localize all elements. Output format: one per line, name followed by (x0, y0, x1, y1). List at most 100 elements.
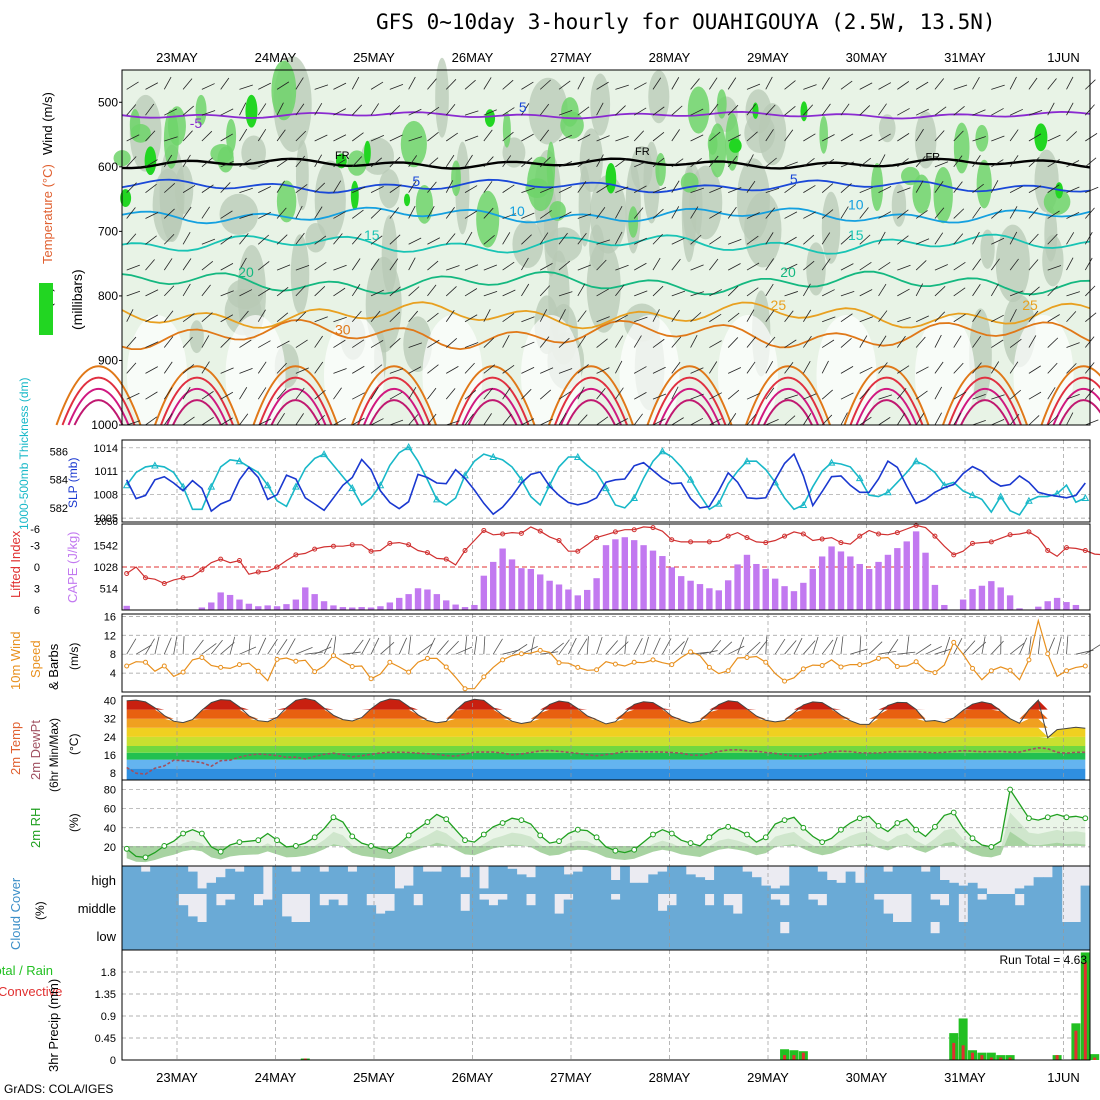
wind-barb-10m (859, 636, 862, 655)
cloud-cover-bar (441, 866, 452, 894)
cloud-cover-bar (761, 922, 771, 950)
thickness-marker (630, 493, 639, 501)
cloud-cover-bar (479, 899, 489, 922)
cloud-cover-bar (723, 922, 734, 950)
wind-barb (370, 134, 385, 142)
cloud-cover-bar (262, 899, 273, 922)
date-label-top: 31MAY (944, 50, 986, 65)
cloud-cover-bar (394, 922, 405, 950)
wind-barb (126, 233, 137, 245)
wind-barb (446, 132, 458, 142)
wind-barb (633, 130, 645, 142)
wind-barb (521, 157, 533, 168)
cloud-cover-bar (244, 922, 254, 950)
wind-barb (239, 158, 252, 168)
wind-barb (164, 285, 175, 297)
wind-barb (408, 310, 419, 322)
wind-barb (220, 108, 234, 116)
wind-barb (445, 233, 456, 245)
wind-barb (1085, 312, 1097, 323)
wind-barb (1066, 257, 1074, 271)
cape-bar (941, 604, 948, 610)
rh-shade (435, 57, 449, 138)
wind-speed-marker (180, 669, 186, 675)
wind-barb (295, 367, 309, 374)
wind-barb (408, 136, 423, 142)
wind-barb (201, 261, 214, 271)
cloud-cover-bar (873, 922, 884, 950)
wind-barb (671, 290, 686, 297)
cloud-cover-bar (892, 866, 903, 894)
wind-speed-marker (782, 678, 788, 684)
wind-speed-marker (255, 668, 261, 674)
wind-barb (389, 156, 401, 168)
cloud-cover-bar (949, 882, 959, 894)
wind-barb (502, 289, 516, 297)
wind-barb (765, 187, 780, 194)
rh-marker (386, 847, 393, 854)
wind-barb (840, 206, 849, 219)
cloud-cover-bar (798, 894, 809, 922)
wind-barb (220, 367, 234, 374)
isotherm-label: FR (635, 146, 650, 158)
wind-barb (558, 368, 573, 374)
rh-shade-high (400, 120, 427, 168)
wind-barb-10m (436, 640, 449, 655)
wind-barb (464, 110, 479, 116)
cape-bar (217, 592, 224, 610)
wind-barb (915, 108, 929, 116)
wind-barb (671, 417, 684, 426)
wind-barb (408, 414, 419, 426)
wind-barb (634, 392, 647, 400)
wind-barb (1066, 363, 1077, 374)
wind-barb (633, 262, 647, 271)
wind-barb (840, 412, 848, 426)
cloud-cover-bar (385, 922, 395, 950)
wind-barb (220, 290, 234, 297)
wind-barb (990, 180, 999, 193)
cape-bar (245, 603, 253, 610)
date-label-bottom: 1JUN (1047, 1070, 1080, 1085)
wind-barb (239, 339, 252, 348)
cloud-level-label: high (91, 873, 116, 888)
wind-barb (765, 76, 773, 90)
wind-barb (239, 289, 253, 297)
wind-barb (333, 387, 342, 400)
li-tick-label: -3 (30, 541, 40, 553)
wind-speed-marker (1007, 667, 1013, 673)
cloud-cover-bar (836, 894, 847, 922)
cloud-cover-bar (723, 905, 734, 922)
thickness-marker (855, 474, 864, 482)
wind-barb (558, 412, 567, 426)
cape-bar (1035, 606, 1042, 610)
cloud-cover-bar (685, 922, 696, 950)
wind-barb (558, 309, 566, 322)
cloud-cover-bar (685, 874, 696, 894)
wind-barb (859, 335, 868, 348)
wind-barb (314, 154, 323, 168)
surface-isotherm (160, 376, 234, 426)
cloud-cover-bar (366, 922, 377, 950)
isotherm-line (121, 157, 1091, 170)
surface-isotherm (855, 387, 918, 426)
rh-shade-high (687, 86, 710, 134)
cloud-cover-bar (122, 894, 132, 922)
lifted-index-marker (612, 529, 618, 535)
wind-barb (1047, 210, 1060, 219)
cloud-cover-bar (902, 922, 912, 950)
cape-bar (424, 589, 431, 610)
cloud-cover-bar (150, 866, 160, 894)
wind-barb (502, 261, 515, 271)
rh-marker (932, 823, 938, 830)
wind-barb (182, 386, 191, 400)
wind-barb (352, 339, 365, 348)
cape-bar (584, 589, 591, 610)
wind-barb (1047, 415, 1059, 426)
lifted-index-marker (236, 558, 242, 564)
wind-barb (690, 134, 704, 142)
date-label-top: 30MAY (846, 50, 888, 65)
cloud-cover-bar (535, 894, 546, 922)
wind-barb (1066, 232, 1075, 245)
wind-barb (314, 316, 328, 323)
wind-barb (878, 335, 887, 348)
